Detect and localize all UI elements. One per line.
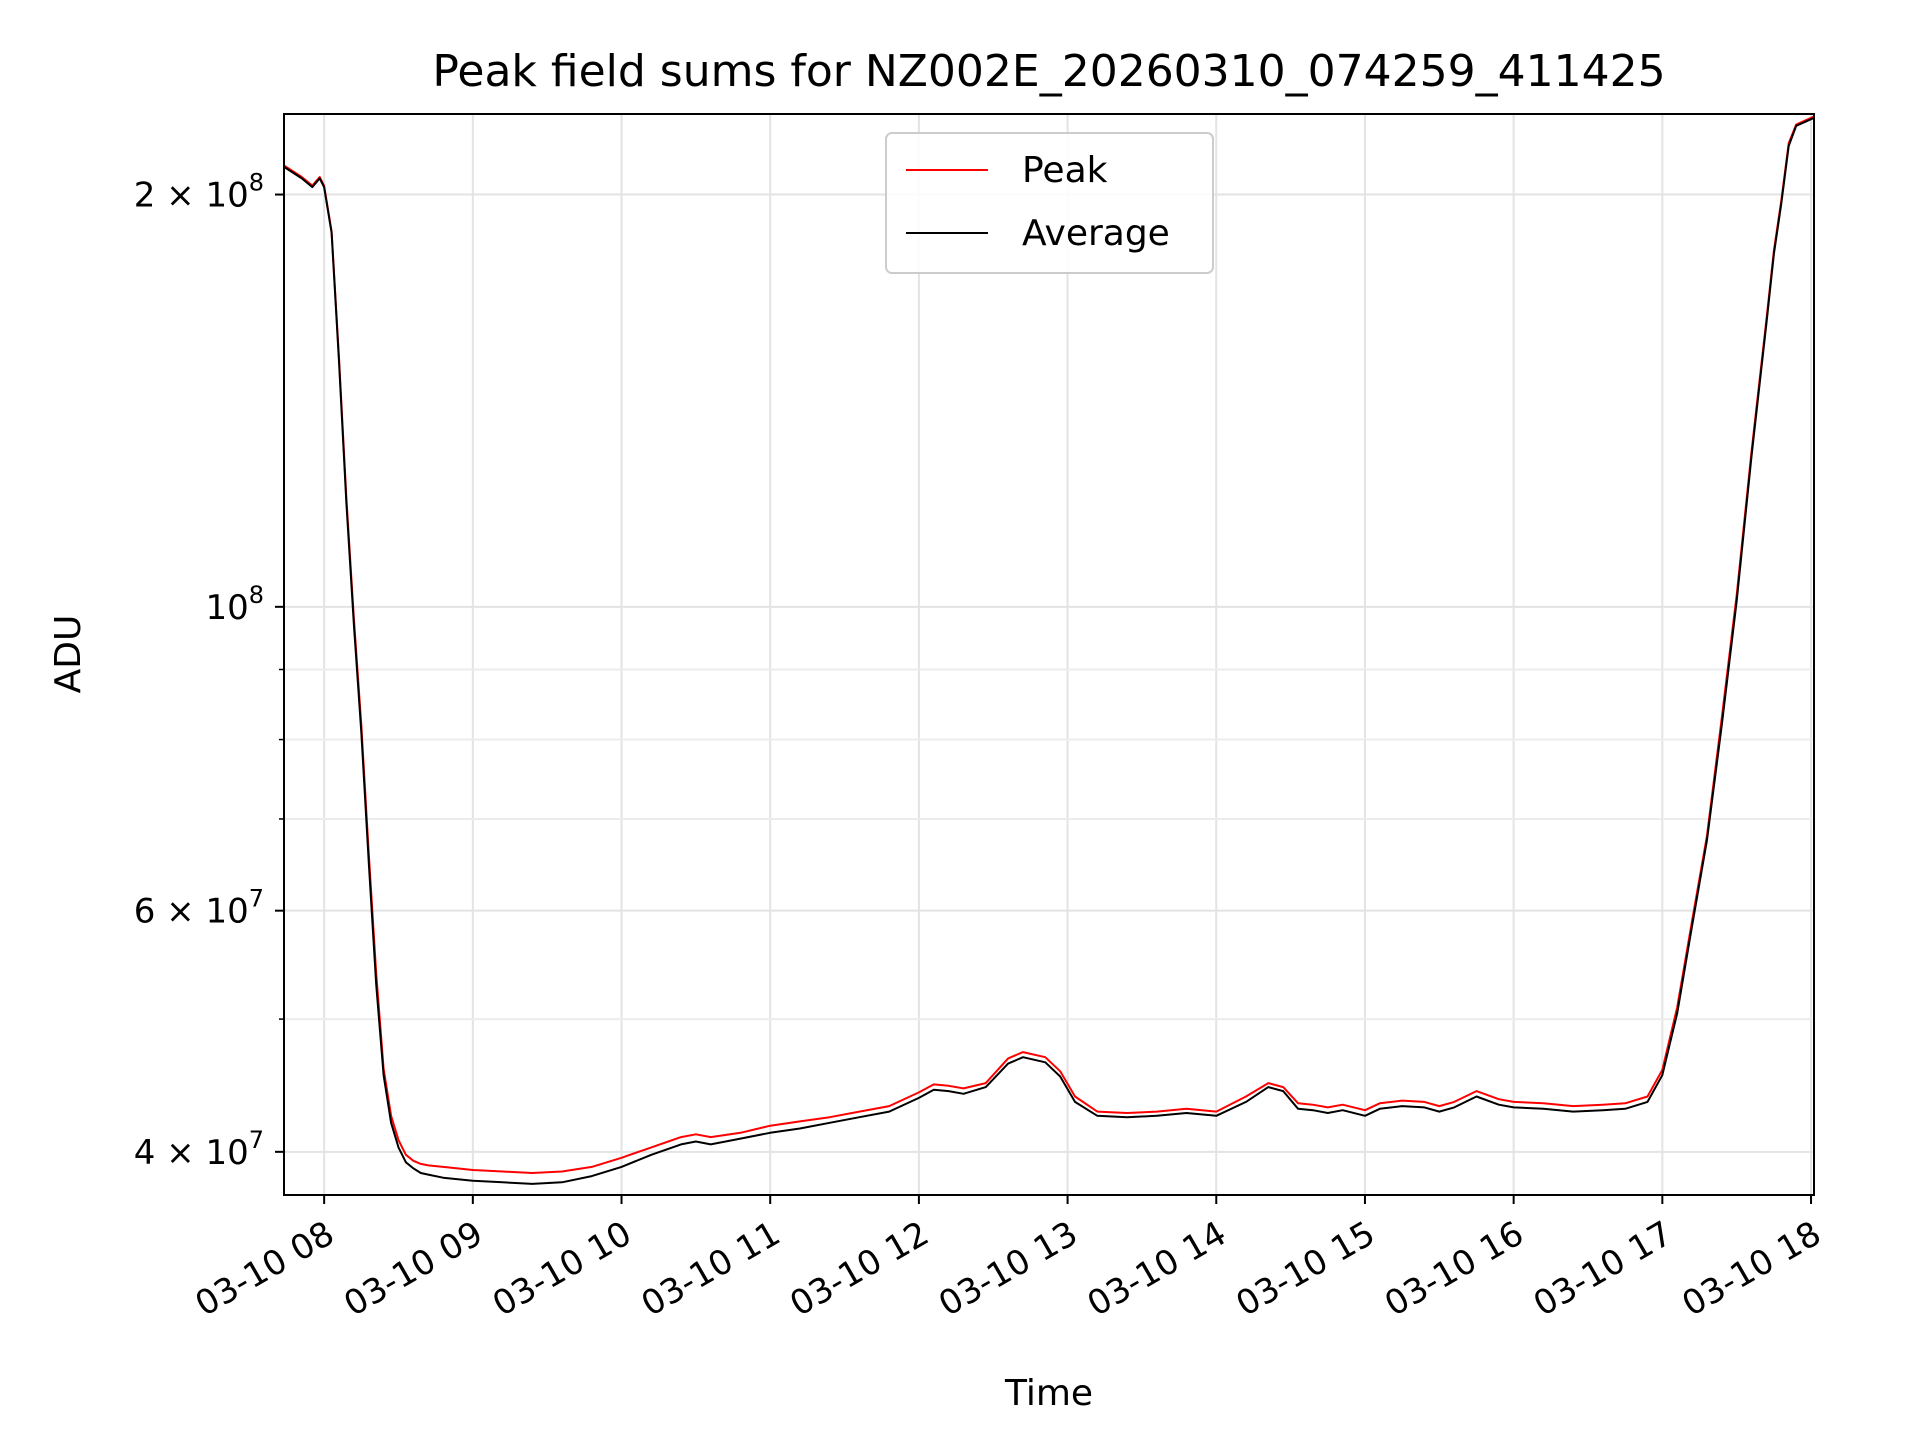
y-tick-times: × bbox=[155, 892, 205, 932]
y-tick-exponent: 7 bbox=[249, 1126, 264, 1154]
plot-frame bbox=[283, 113, 1815, 1196]
legend-peak-label: Peak bbox=[1022, 150, 1108, 191]
legend-average-label: Average bbox=[1022, 213, 1170, 254]
y-tick-mantissa: 6 bbox=[134, 892, 156, 932]
y-tick-mantissa: 4 bbox=[134, 1133, 156, 1173]
y-tick-base: 10 bbox=[205, 1133, 248, 1173]
legend-frame bbox=[885, 132, 1214, 274]
y-tick-base: 10 bbox=[205, 588, 248, 628]
y-tick-exponent: 8 bbox=[249, 581, 264, 609]
y-tick-exponent: 8 bbox=[249, 169, 264, 197]
series-line-average bbox=[284, 116, 1814, 1185]
y-tick-label: 6 × 107 bbox=[134, 885, 264, 932]
series-line-peak bbox=[284, 115, 1814, 1174]
y-tick-times: × bbox=[155, 176, 205, 216]
y-tick-times: × bbox=[155, 1133, 205, 1173]
y-tick-base: 10 bbox=[205, 892, 248, 932]
y-tick-label: 4 × 107 bbox=[134, 1126, 264, 1173]
y-tick-base: 10 bbox=[205, 176, 248, 216]
y-tick-label: 108 bbox=[205, 581, 264, 628]
x-axis-label: Time bbox=[1004, 1373, 1093, 1414]
y-tick-mantissa: 2 bbox=[134, 176, 156, 216]
series-layer bbox=[284, 115, 1814, 1185]
y-tick-exponent: 7 bbox=[249, 885, 264, 913]
legend: Peak Average bbox=[885, 132, 1214, 274]
chart-title: Peak field sums for NZ002E_20260310_0742… bbox=[432, 46, 1665, 97]
y-axis-label: ADU bbox=[48, 615, 89, 694]
y-tick-label: 2 × 108 bbox=[134, 169, 264, 216]
